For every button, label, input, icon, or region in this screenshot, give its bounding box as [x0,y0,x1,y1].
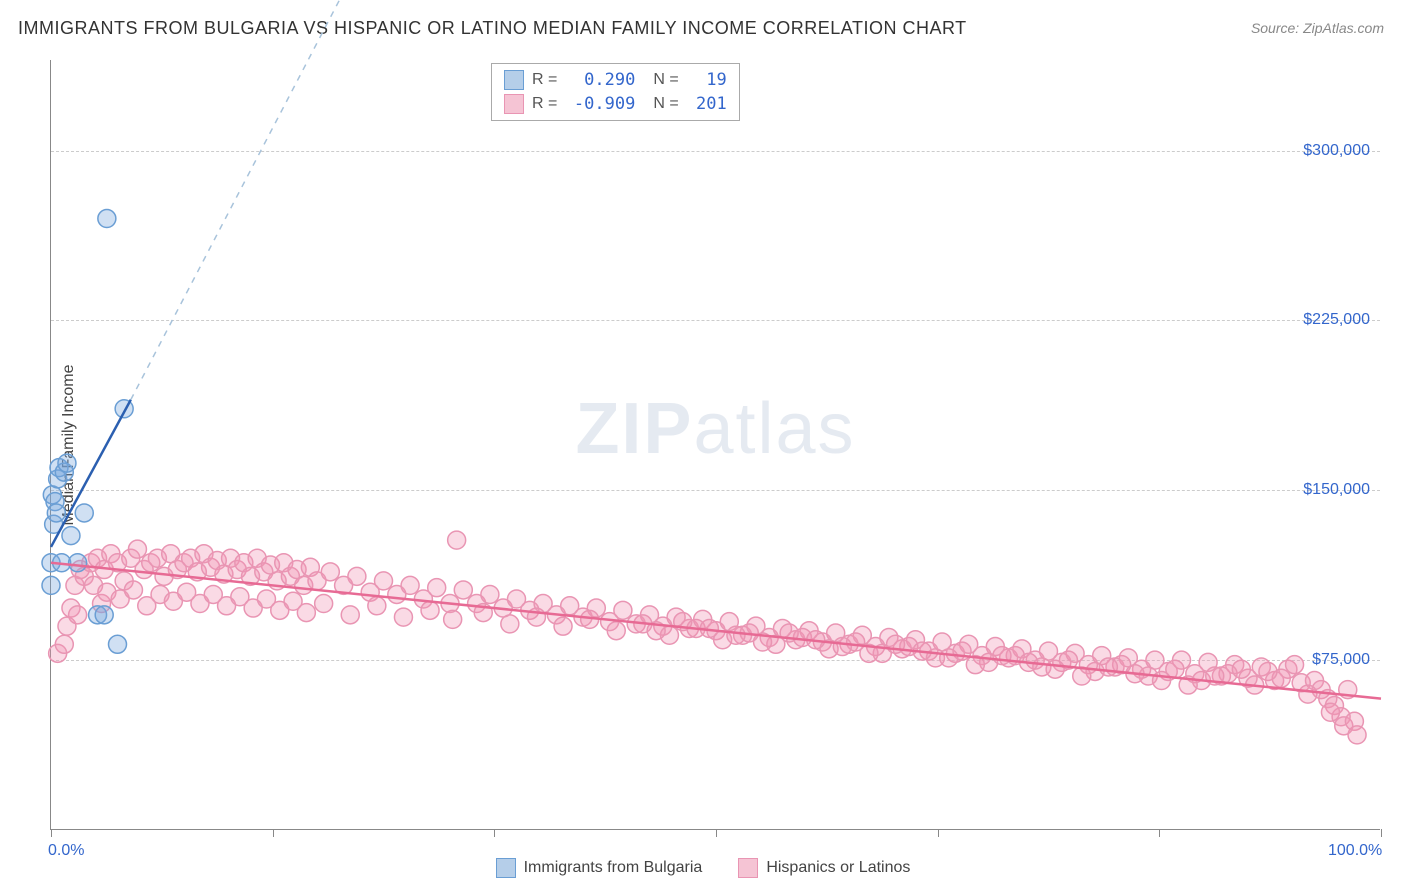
r-label: R = [532,71,557,89]
data-point [1348,726,1366,744]
data-point [501,615,519,633]
data-point [454,581,472,599]
r-value: 0.290 [565,70,635,90]
data-point [448,531,466,549]
trend-line [51,563,1381,699]
legend-label: Hispanics or Latinos [766,859,910,877]
legend: Immigrants from Bulgaria Hispanics or Lat… [0,858,1406,878]
data-point [614,601,632,619]
n-label: N = [653,71,678,89]
legend-swatch-icon [504,70,524,90]
x-tick [273,829,274,837]
n-label: N = [653,95,678,113]
data-point [315,595,333,613]
y-tick-label: $150,000 [1303,481,1370,499]
y-tick-label: $75,000 [1312,651,1370,669]
data-point [554,617,572,635]
data-point [375,572,393,590]
data-point [993,647,1011,665]
data-point [1286,656,1304,674]
data-point [95,606,113,624]
x-tick [494,829,495,837]
correlation-stats-box: R = 0.290 N = 19 R = -0.909 N = 201 [491,63,740,121]
data-point [727,626,745,644]
data-point [1046,660,1064,678]
data-point [69,606,87,624]
data-point [401,576,419,594]
trend-line-extrapolated [131,0,344,400]
correlation-chart: IMMIGRANTS FROM BULGARIA VS HISPANIC OR … [0,0,1406,892]
data-point [98,210,116,228]
x-tick [1159,829,1160,837]
data-point [109,635,127,653]
data-point [1259,662,1277,680]
legend-swatch-icon [496,858,516,878]
r-value: -0.909 [565,94,635,114]
data-point [1299,685,1317,703]
data-point [47,504,65,522]
data-point [1153,672,1171,690]
data-point [428,579,446,597]
data-point [42,576,60,594]
data-point [124,581,142,599]
data-point [421,601,439,619]
x-tick [1381,829,1382,837]
y-tick-label: $300,000 [1303,142,1370,160]
data-point [58,454,76,472]
chart-title: IMMIGRANTS FROM BULGARIA VS HISPANIC OR … [18,18,967,39]
x-tick [51,829,52,837]
data-point [607,622,625,640]
data-point [341,606,359,624]
r-label: R = [532,95,557,113]
data-point [394,608,412,626]
legend-label: Immigrants from Bulgaria [524,859,703,877]
x-tick [716,829,717,837]
legend-item: Immigrants from Bulgaria [496,858,703,878]
data-point [297,604,315,622]
legend-swatch-icon [738,858,758,878]
plot-area: Median Family Income ZIPatlas R =0.290N … [50,60,1380,830]
data-point [128,540,146,558]
legend-item: Hispanics or Latinos [738,858,910,878]
stats-row: R = -0.909 N = 201 [492,92,739,116]
data-point [1232,660,1250,678]
data-point [75,504,93,522]
data-point [1099,658,1117,676]
scatter-svg [51,60,1380,829]
data-point [348,567,366,585]
data-point [69,554,87,572]
data-point [940,649,958,667]
chart-source: Source: ZipAtlas.com [1251,20,1384,36]
data-point [368,597,386,615]
x-tick [938,829,939,837]
data-point [1321,703,1339,721]
data-point [444,610,462,628]
data-point [481,585,499,603]
data-point [321,563,339,581]
stats-row: R = 0.290 N = 19 [492,68,739,92]
n-value: 19 [687,70,727,90]
data-point [833,638,851,656]
y-tick-label: $225,000 [1303,311,1370,329]
data-point [62,527,80,545]
legend-swatch-icon [504,94,524,114]
data-point [55,635,73,653]
n-value: 201 [687,94,727,114]
